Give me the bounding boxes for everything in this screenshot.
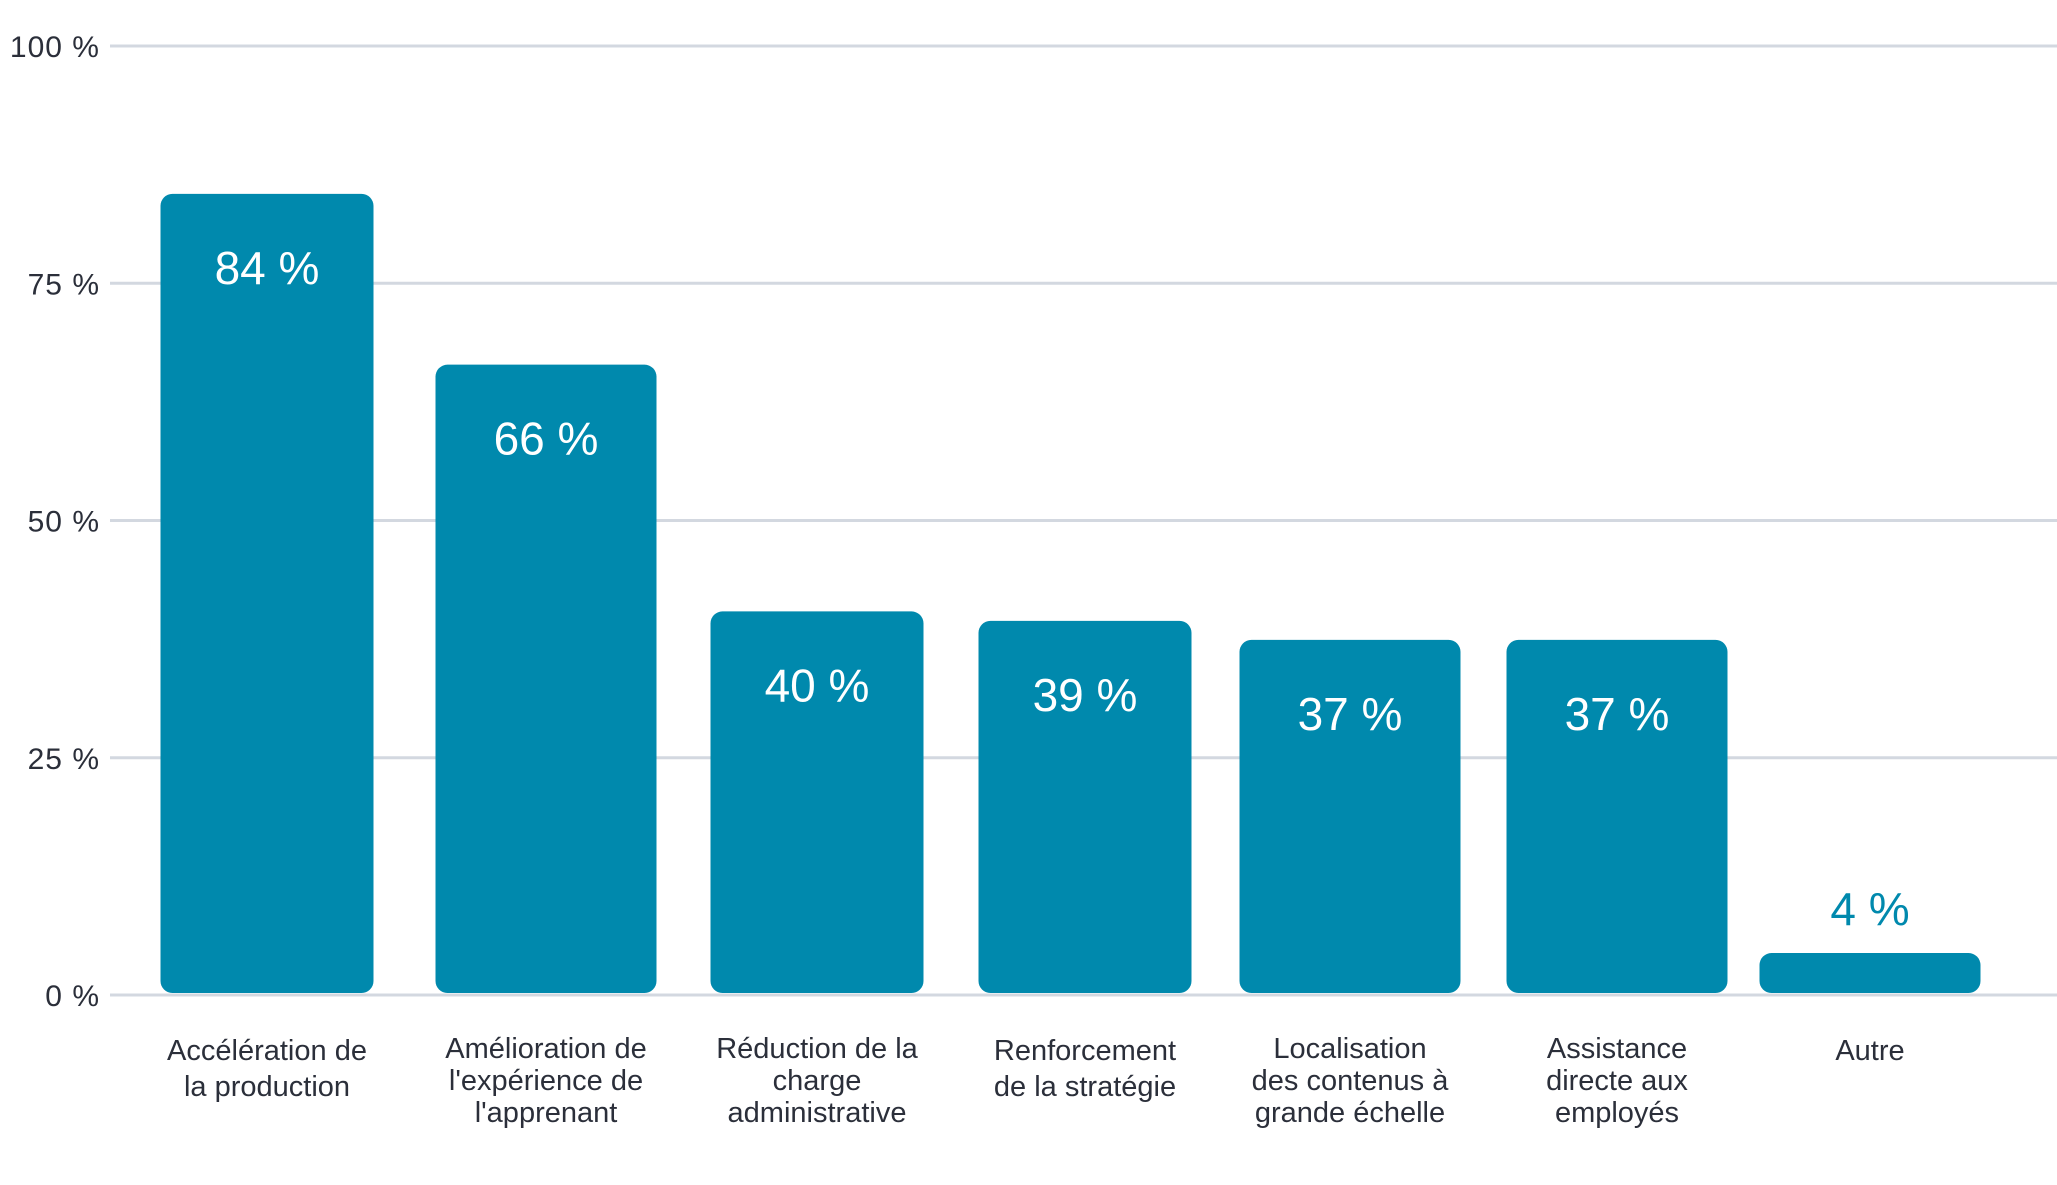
category-label-4-line-2: grande échelle xyxy=(1255,1097,1445,1129)
category-label-5-line-0: Assistance xyxy=(1547,1033,1687,1065)
category-label-1-line-2: l'apprenant xyxy=(475,1097,618,1129)
data-label-6: 4 % xyxy=(1830,883,1909,935)
bar-1 xyxy=(435,364,657,993)
category-label-2-line-2: administrative xyxy=(728,1097,907,1129)
y-axis-tick-labels: 0 % 25 % 50 % 75 % 100 % xyxy=(10,31,100,1013)
data-label-3: 39 % xyxy=(1033,669,1138,721)
bars xyxy=(160,193,1981,994)
category-label-5-line-2: employés xyxy=(1555,1097,1679,1129)
data-label-1: 66 % xyxy=(494,413,599,465)
bar-5 xyxy=(1506,639,1728,993)
data-labels: 84 % 66 % 40 % 39 % 37 % 37 % 4 % xyxy=(215,242,1910,935)
category-label-1-line-0: Amélioration de xyxy=(445,1033,647,1065)
bar-4 xyxy=(1239,639,1461,993)
category-label-0-line-0: Accélération de xyxy=(167,1035,367,1067)
bar-3 xyxy=(978,620,1192,993)
x-axis-category-labels: Accélération de la production Amélioration… xyxy=(167,1033,1905,1129)
category-label-0-line-1: la production xyxy=(184,1071,350,1103)
bar-2 xyxy=(710,611,924,993)
category-label-5-line-1: directe aux xyxy=(1546,1065,1688,1097)
y-tick-label-75: 75 % xyxy=(28,268,100,301)
y-tick-label-25: 25 % xyxy=(28,743,100,776)
data-label-2: 40 % xyxy=(765,659,870,711)
category-label-1-line-1: l'expérience de xyxy=(449,1065,643,1097)
bar-0 xyxy=(160,193,374,994)
category-label-4-line-0: Localisation xyxy=(1273,1033,1426,1065)
category-label-6-line-0: Autre xyxy=(1835,1035,1904,1067)
data-label-5: 37 % xyxy=(1565,688,1670,740)
category-label-2-line-1: charge xyxy=(773,1065,862,1097)
y-tick-label-100: 100 % xyxy=(10,31,100,64)
gridlines xyxy=(110,44,2057,997)
category-label-3-line-1: de la stratégie xyxy=(994,1071,1176,1103)
category-label-3-line-0: Renforcement xyxy=(994,1035,1176,1067)
data-label-4: 37 % xyxy=(1298,688,1403,740)
data-label-0: 84 % xyxy=(215,242,320,294)
y-tick-label-0: 0 % xyxy=(45,980,100,1013)
category-label-4-line-1: des contenus à xyxy=(1252,1065,1450,1097)
category-label-2-line-0: Réduction de la xyxy=(716,1033,918,1065)
y-tick-label-50: 50 % xyxy=(28,506,100,539)
bar-6 xyxy=(1759,953,1981,993)
